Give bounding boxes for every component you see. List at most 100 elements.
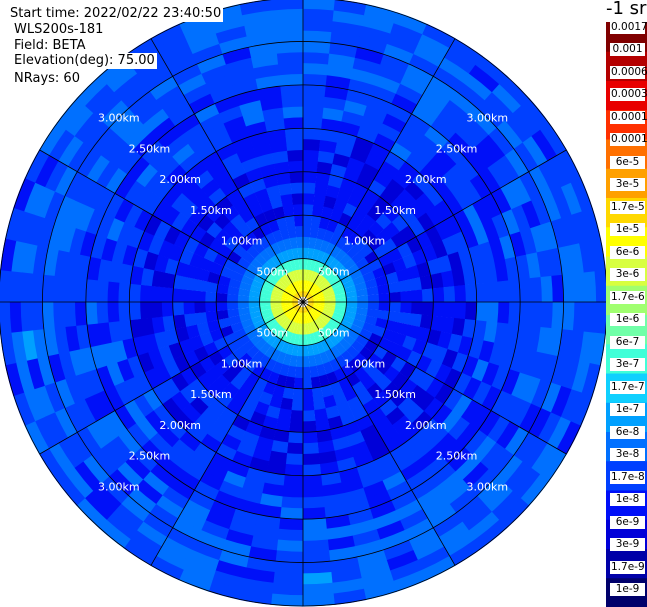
beta-cell [288,283,297,294]
beta-cell [330,345,342,360]
beta-cell [324,298,337,303]
beta-cell [294,225,304,238]
beta-cell [290,409,303,423]
beta-cell [276,539,303,553]
beta-cell [386,549,419,572]
beta-cell [443,479,471,505]
beta-cell [23,388,46,422]
beta-cell [540,382,562,414]
beta-cell [339,338,352,351]
beta-cell [346,329,360,341]
beta-cell [399,225,417,243]
beta-cell [166,527,198,551]
beta-cell [161,377,181,399]
beta-cell [213,252,228,267]
beta-cell [315,318,326,329]
beta-cell [309,365,319,379]
colorbar-label: 1e-7 [610,403,645,417]
beta-cell [400,290,413,303]
beta-cell [321,117,342,133]
beta-cell [54,195,76,225]
beta-cell [571,360,591,394]
beta-cell [289,321,297,334]
beta-cell [218,549,249,569]
beta-cell [333,0,367,16]
beta-cell [291,344,299,357]
beta-cell [390,356,407,373]
beta-cell [512,467,541,499]
beta-cell [269,394,283,409]
beta-cell [262,415,279,431]
beta-cell [270,593,303,607]
beta-cell [219,407,238,425]
range-label: 3.00km [466,112,508,125]
beta-cell [290,181,304,195]
beta-cell [108,320,123,343]
beta-cell [205,74,233,94]
beta-cell [440,316,455,335]
beta-cell [308,355,317,368]
beta-cell [205,310,219,323]
beta-cell [496,119,524,150]
beta-cell [340,274,354,285]
beta-cell [108,107,137,135]
beta-cell [369,142,391,162]
beta-cell [311,307,323,316]
beta-cell [323,493,347,508]
beta-cell [140,267,155,287]
beta-cell [321,482,344,497]
beta-cell [143,214,163,236]
beta-cell [266,257,278,270]
beta-cell [540,221,559,251]
beta-cell [56,97,86,130]
beta-cell [155,494,184,519]
beta-cell [139,284,152,302]
beta-cell [408,527,440,551]
beta-cell [193,290,206,302]
beta-cell [399,508,429,531]
beta-cell [286,442,303,455]
beta-cell [317,150,336,165]
beta-cell [453,372,473,395]
beta-cell [303,19,334,33]
beta-cell [252,142,272,158]
beta-cell [135,163,159,188]
beta-cell [432,178,454,201]
beta-cell [362,398,380,416]
beta-cell [287,431,303,444]
beta-cell [242,323,256,335]
beta-cell [250,535,279,551]
beta-cell [200,150,222,171]
beta-cell [505,148,530,178]
range-label: 1.00km [221,235,263,248]
beta-cell [303,8,335,22]
beta-cell [540,275,554,303]
beta-cell [271,308,284,316]
beta-cell [354,539,384,558]
beta-cell [327,321,339,332]
beta-cell [498,498,530,529]
beta-cell [214,94,240,114]
beta-cell [142,512,173,538]
beta-cell [333,391,348,406]
beta-cell [86,154,111,183]
beta-cell [382,204,401,223]
beta-cell [48,442,75,475]
beta-cell [387,311,401,323]
beta-cell [275,40,304,54]
beta-cell [366,308,380,319]
beta-cell [261,482,284,497]
range-label: 3.00km [466,480,508,493]
beta-cell [417,447,442,470]
beta-cell [568,330,585,362]
beta-cell [161,301,174,317]
beta-cell [360,424,380,442]
beta-cell [283,288,295,297]
beta-cell [288,160,304,173]
beta-cell [464,283,478,303]
beta-cell [187,549,220,572]
beta-cell [302,571,333,585]
beta-cell [239,0,273,16]
beta-cell [262,330,274,343]
beta-cell [135,416,158,441]
